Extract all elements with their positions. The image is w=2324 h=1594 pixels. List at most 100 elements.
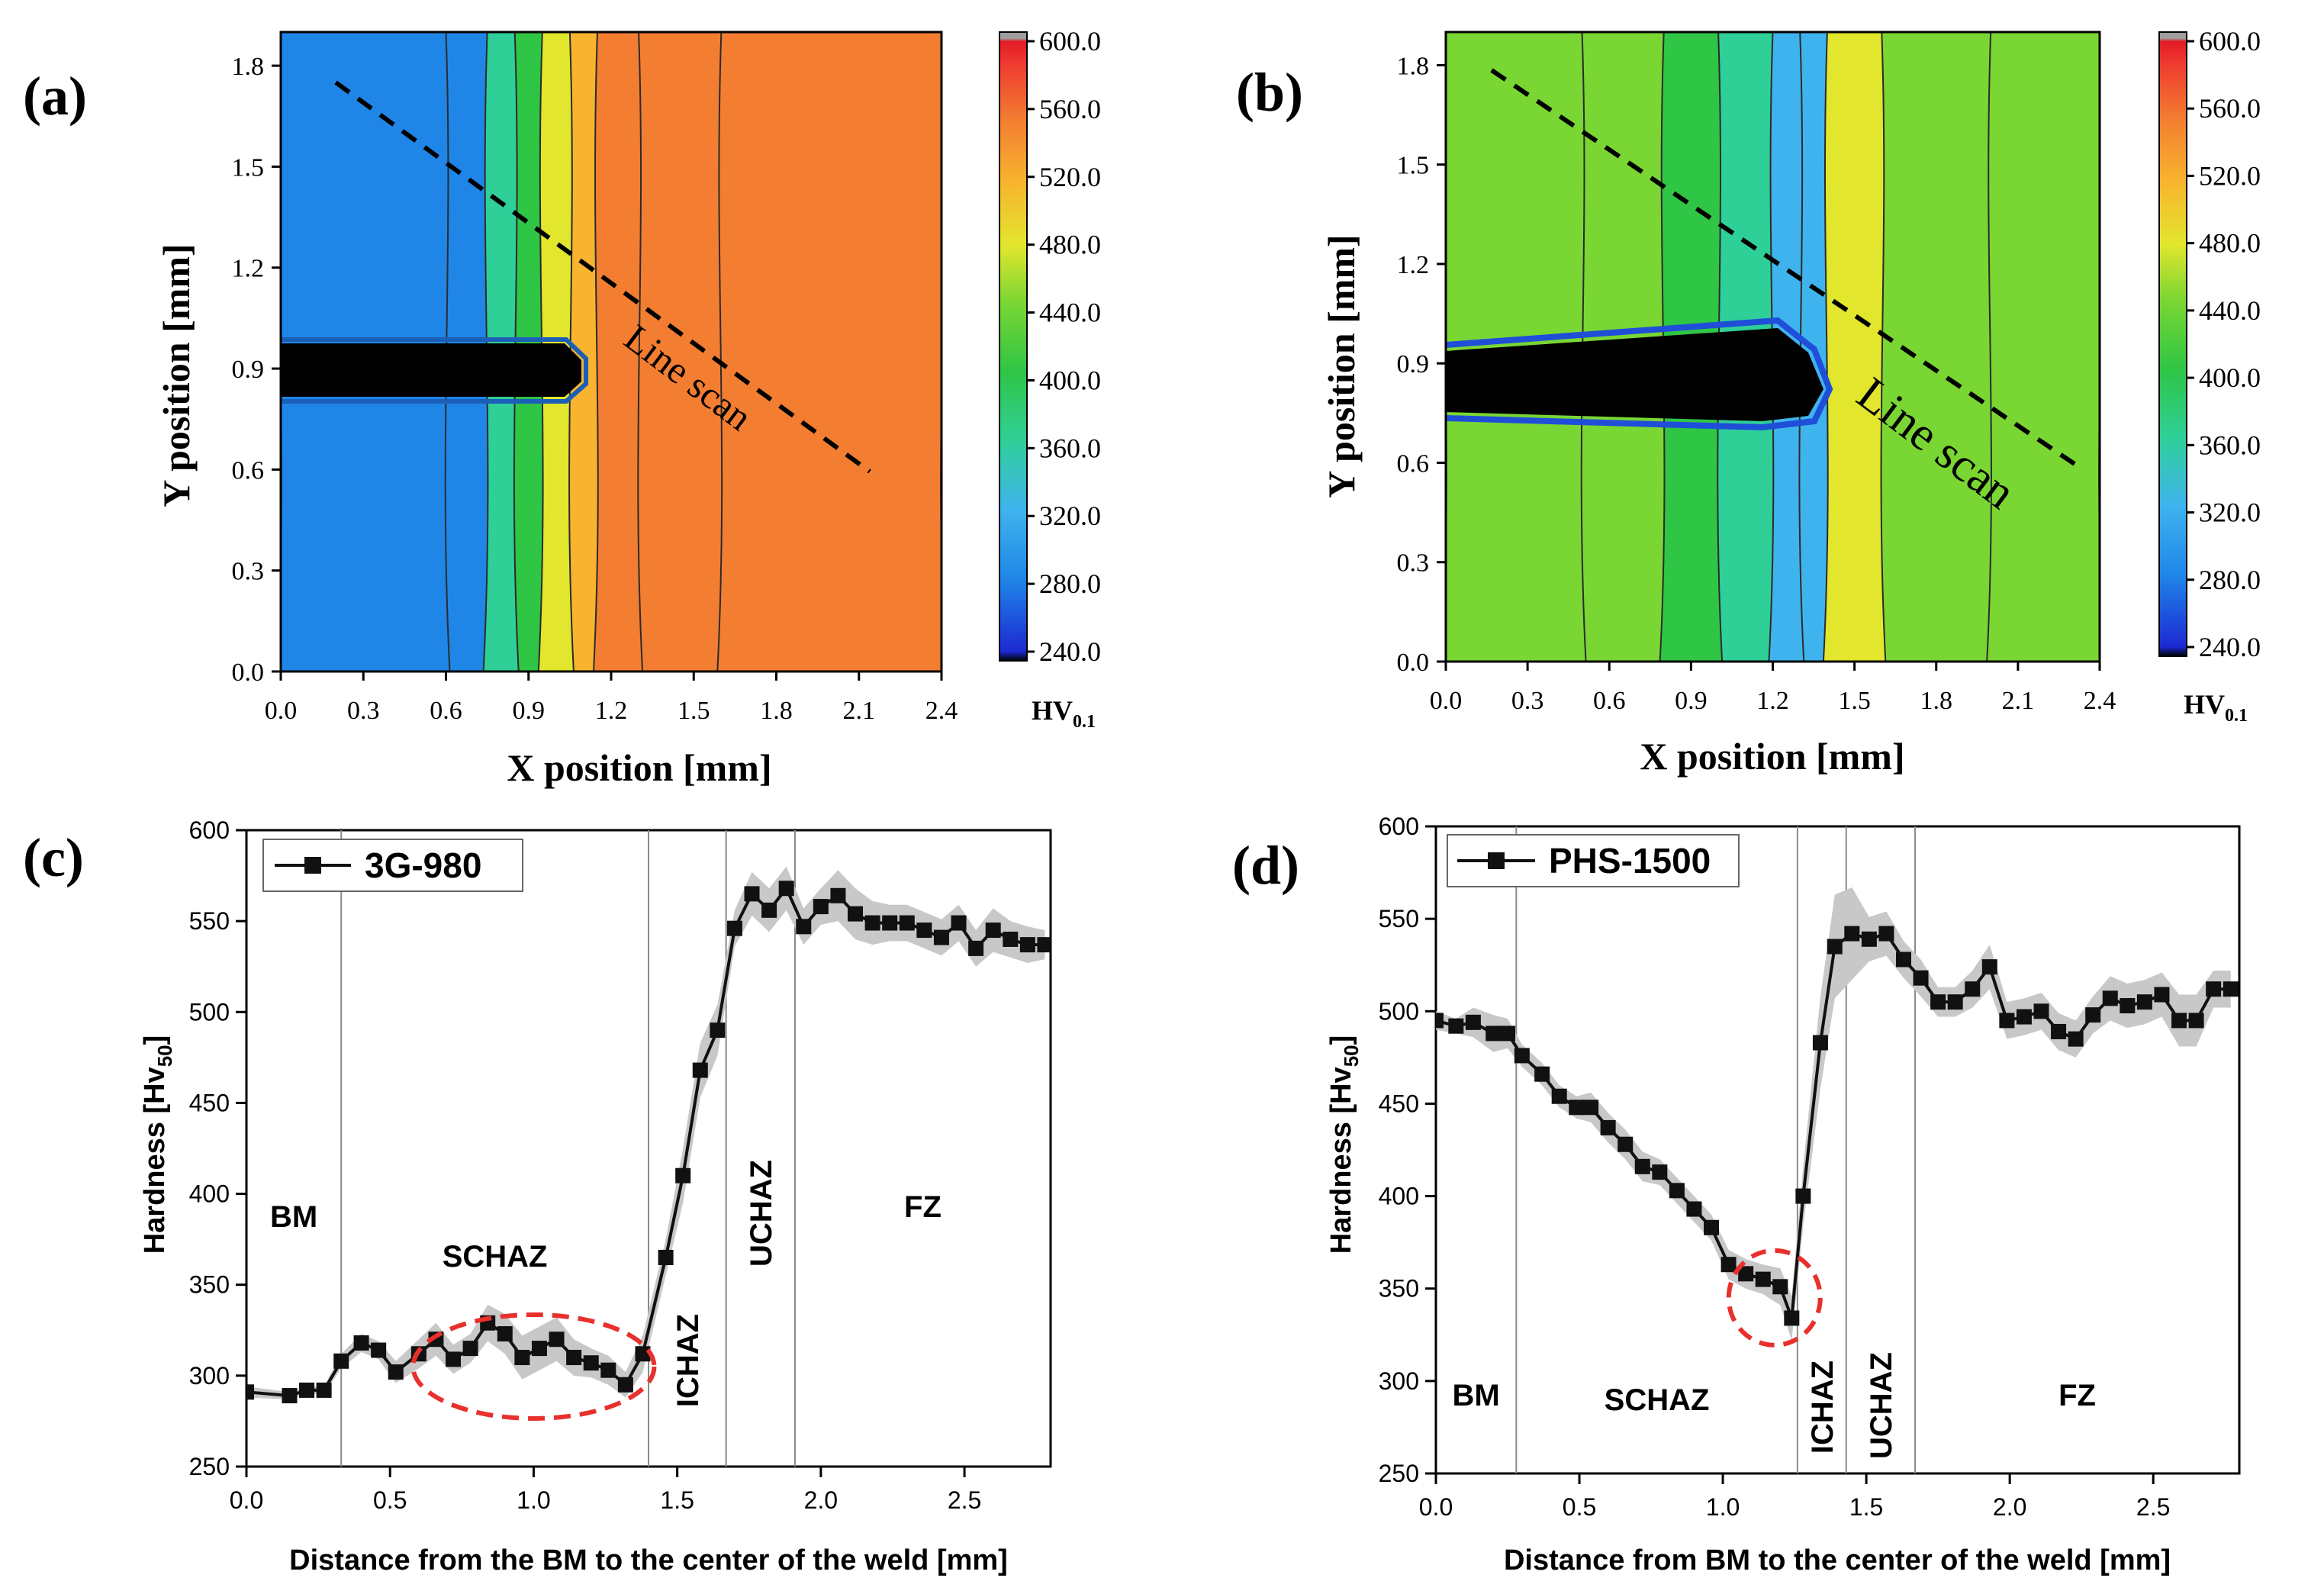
data-point	[1755, 1271, 1771, 1287]
panel-d-highlight-ellipse	[1726, 1248, 1823, 1348]
data-point	[388, 1364, 404, 1380]
data-point	[726, 920, 742, 936]
data-point	[549, 1332, 565, 1348]
colorbar-tick-label: 280.0	[1039, 568, 1101, 599]
y-tick-label: 600	[189, 816, 230, 844]
data-point	[1448, 1018, 1464, 1034]
zone-label: FZ	[904, 1190, 942, 1224]
data-point	[1738, 1266, 1754, 1282]
panel-a-heatmap-bands	[281, 32, 942, 671]
x-tick-label: 2.0	[1993, 1493, 2026, 1521]
data-point	[1895, 952, 1911, 968]
panel-a-notch	[281, 343, 581, 397]
panel-b-ylabel: Y position [mm]	[1320, 234, 1363, 498]
data-point	[1861, 931, 1877, 947]
panel-d-xlabel: Distance from BM to the center of the we…	[1504, 1544, 2171, 1576]
panel-a-ylabel: Y position [mm]	[155, 243, 198, 507]
data-point	[2120, 998, 2136, 1014]
data-point	[1772, 1279, 1788, 1295]
data-point	[1999, 1013, 2015, 1029]
data-point	[1947, 994, 1963, 1010]
data-point	[985, 923, 1001, 939]
panel-a-label: (a)	[23, 66, 87, 127]
x-tick-label: 1.0	[1706, 1493, 1740, 1521]
x-tick-label: 0.0	[230, 1486, 263, 1514]
data-point	[1600, 1119, 1616, 1135]
data-point	[316, 1382, 332, 1398]
y-tick-label: 450	[1379, 1090, 1419, 1117]
panel-d-label: (d)	[1232, 835, 1299, 896]
y-tick-label: 1.8	[232, 53, 265, 81]
data-point	[1569, 1100, 1585, 1116]
y-tick-label: 0.9	[1397, 350, 1430, 378]
data-point	[744, 886, 760, 902]
panel-b-notch-rim	[1446, 317, 1833, 431]
data-point	[2223, 981, 2239, 997]
y-tick-label: 0.0	[1397, 649, 1430, 677]
x-tick-label: 0.6	[430, 697, 462, 725]
data-point	[246, 1384, 254, 1400]
data-point	[1981, 959, 1997, 975]
data-point	[583, 1355, 599, 1371]
x-tick-label: 1.2	[1756, 687, 1789, 715]
zone-label: SCHAZ	[1605, 1383, 1710, 1417]
colorbar-tick-label: 560.0	[1039, 94, 1101, 124]
data-point	[2102, 990, 2118, 1006]
data-point	[1652, 1164, 1668, 1180]
y-tick-label: 400	[189, 1180, 230, 1208]
data-point	[2154, 987, 2170, 1003]
data-point	[1812, 1035, 1828, 1051]
error-band	[1436, 887, 2231, 1341]
zone-label: FZ	[2058, 1379, 2096, 1412]
data-point	[1878, 926, 1894, 942]
panel-a-notch-rim	[281, 337, 588, 404]
data-point	[1551, 1088, 1567, 1104]
y-tick-label: 0.6	[232, 456, 265, 485]
data-point	[710, 1022, 726, 1039]
data-point	[1583, 1100, 1599, 1116]
data-point	[761, 902, 777, 918]
x-tick-label: 1.2	[595, 697, 628, 725]
data-point	[1913, 970, 1929, 986]
panel-c-xlabel: Distance from the BM to the center of th…	[289, 1544, 1008, 1576]
panel-d-legend-label: PHS-1500	[1549, 841, 1711, 881]
y-tick-label: 550	[189, 907, 230, 935]
data-point	[968, 940, 984, 956]
panel-c-legend: 3G-980	[262, 839, 523, 892]
data-point	[353, 1335, 369, 1351]
x-tick-label: 2.4	[2084, 687, 2116, 715]
panel-c-ylabel: Hardness [Hv50]	[139, 1035, 176, 1254]
data-point	[600, 1362, 616, 1378]
panel-c-axes: 0.0 0.5 1.0 1.5 2.0 2.5 250 300 350 400 450 500 550 6…	[189, 816, 982, 1514]
data-point	[1720, 1257, 1737, 1273]
zone-label: ICHAZ	[1806, 1361, 1840, 1454]
x-tick-label: 1.5	[678, 697, 710, 725]
y-tick-label: 1.5	[232, 153, 265, 182]
colorbar-tick-label: 480.0	[2199, 228, 2261, 259]
colorbar-tick-label: 600.0	[2199, 26, 2261, 56]
data-point	[333, 1353, 349, 1369]
heatmap-band	[940, 32, 942, 592]
x-tick-label: 0.0	[265, 697, 298, 725]
y-tick-label: 0.3	[232, 558, 265, 586]
panel-b-xlabel: X position [mm]	[1640, 735, 1904, 778]
x-tick-label: 0.5	[373, 1486, 407, 1514]
data-point	[2051, 1023, 2067, 1039]
panel-a-colorbar-label: HV0.1	[1032, 695, 1096, 732]
data-point	[1669, 1183, 1685, 1199]
data-point	[1930, 994, 1946, 1010]
panel-c-label: (c)	[23, 827, 84, 888]
y-tick-label: 0.9	[232, 356, 265, 384]
panel-d-ylabel: Hardness [Hv50]	[1325, 1035, 1363, 1254]
data-point	[1844, 926, 1860, 942]
data-point	[1485, 1026, 1502, 1042]
data-point	[446, 1351, 462, 1367]
x-tick-label: 1.8	[760, 697, 793, 725]
data-point	[531, 1341, 547, 1357]
data-point	[635, 1346, 651, 1362]
colorbar-tick-label: 600.0	[1039, 26, 1101, 56]
y-tick-label: 1.2	[1397, 251, 1430, 279]
colorbar-tick-label: 320.0	[2199, 498, 2261, 528]
x-tick-label: 0.9	[513, 697, 546, 725]
